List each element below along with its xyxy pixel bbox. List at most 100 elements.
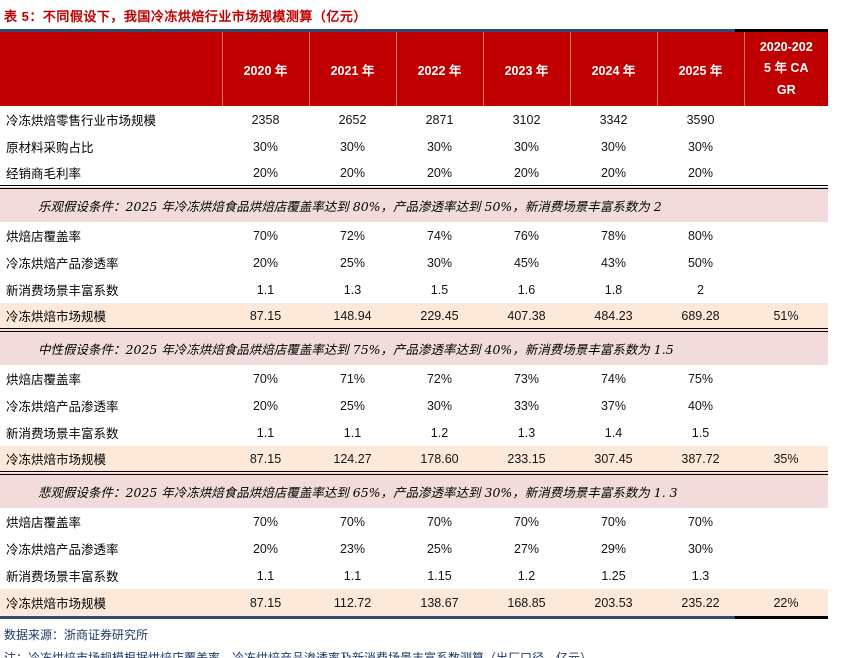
scenario-band-pessimistic: 悲观假设条件：2025 年冷冻烘焙食品烘焙店覆盖率达到 65%，产品渗透率达到 …: [0, 471, 828, 508]
cell-value: 407.38: [483, 303, 570, 330]
table-header: 2020 年 2021 年 2022 年 2023 年 2024 年 2025 …: [0, 32, 828, 106]
total-row-optimistic: 冷冻烘焙市场规模 87.15 148.94 229.45 407.38 484.…: [0, 303, 828, 330]
cell-value: 168.85: [483, 589, 570, 616]
cagr-cell: 51%: [744, 303, 828, 330]
cagr-cell: [744, 133, 828, 160]
table-row: 原材料采购占比 30% 30% 30% 30% 30% 30%: [0, 133, 828, 160]
cell-value: 20%: [252, 398, 279, 413]
header-row: 2020 年 2021 年 2022 年 2023 年 2024 年 2025 …: [0, 32, 828, 106]
cell-value: 203.53: [570, 589, 657, 616]
cell-value: 74%: [426, 228, 453, 243]
market-size-table: 2020 年 2021 年 2022 年 2023 年 2024 年 2025 …: [0, 29, 828, 619]
cell-value: 307.45: [570, 446, 657, 473]
cell-value: 20%: [252, 165, 279, 180]
cell-value: 40%: [687, 398, 714, 413]
cell-value: 233.15: [483, 446, 570, 473]
cell-value: 30%: [426, 255, 453, 270]
cell-value: 229.45: [396, 303, 483, 330]
cagr-cell: 22%: [744, 589, 828, 616]
row-label: 烘焙店覆盖率: [6, 229, 82, 244]
cell-value: 1.1: [256, 425, 275, 440]
row-label: 新消费场景丰富系数: [6, 426, 119, 441]
cell-value: 484.23: [570, 303, 657, 330]
cell-value: 1.3: [691, 568, 710, 583]
table-row: 新消费场景丰富系数 1.1 1.1 1.15 1.2 1.25 1.3: [0, 562, 828, 589]
cell-value: 1.1: [256, 568, 275, 583]
cell-value: 25%: [339, 255, 366, 270]
total-row-neutral: 冷冻烘焙市场规模 87.15 124.27 178.60 233.15 307.…: [0, 446, 828, 473]
cell-value: 387.72: [657, 446, 744, 473]
cell-value: 50%: [687, 255, 714, 270]
cagr-cell: [744, 276, 828, 303]
cell-value: 30%: [339, 139, 366, 154]
table-title: 表 5：不同假设下，我国冷冻烘焙行业市场规模测算（亿元）: [4, 9, 367, 24]
cell-value: 70%: [252, 228, 279, 243]
table-bottom-border: [0, 616, 828, 619]
cell-value: 1.15: [427, 568, 452, 583]
cell-value: 37%: [600, 398, 627, 413]
header-year-2021: 2021 年: [308, 32, 396, 106]
cell-value: 1.3: [517, 425, 536, 440]
cagr-cell: [744, 106, 828, 133]
cell-value: 25%: [339, 398, 366, 413]
cell-value: 75%: [687, 371, 714, 386]
cagr-cell: [744, 222, 828, 249]
cell-value: 45%: [513, 255, 540, 270]
table-row: 新消费场景丰富系数 1.1 1.3 1.5 1.6 1.8 2: [0, 276, 828, 303]
table-row: 烘焙店覆盖率 70% 70% 70% 70% 70% 70%: [0, 508, 828, 535]
clipped-footnote: 注：冷冻烘焙市场规模根据烘焙店覆盖率、冷冻烘焙产品渗透率及新消费场景丰富系数测算…: [4, 651, 593, 658]
cell-value: 43%: [600, 255, 627, 270]
cagr-cell: [744, 392, 828, 419]
header-year-2023: 2023 年: [482, 32, 570, 106]
cell-value: 138.67: [396, 589, 483, 616]
cell-value: 87.15: [222, 446, 309, 473]
cell-value: 74%: [600, 371, 627, 386]
total-row-pessimistic: 冷冻烘焙市场规模 87.15 112.72 138.67 168.85 203.…: [0, 589, 828, 616]
cell-value: 20%: [513, 165, 540, 180]
cell-value: 235.22: [657, 589, 744, 616]
scenario-condition: 中性假设条件：2025 年冷冻烘焙食品烘焙店覆盖率达到 75%，产品渗透率达到 …: [0, 328, 828, 365]
cagr-cell: 35%: [744, 446, 828, 473]
table-row: 经销商毛利率 20% 20% 20% 20% 20% 20%: [0, 160, 828, 187]
cell-value: 80%: [687, 228, 714, 243]
cagr-cell: [744, 419, 828, 446]
header-year-2024: 2024 年: [569, 32, 657, 106]
cell-value: 70%: [252, 371, 279, 386]
row-label: 冷冻烘焙市场规模: [0, 589, 222, 616]
table-row: 冷冻烘焙产品渗透率 20% 23% 25% 27% 29% 30%: [0, 535, 828, 562]
cell-value: 30%: [252, 139, 279, 154]
row-label: 新消费场景丰富系数: [6, 569, 119, 584]
cell-value: 87.15: [222, 589, 309, 616]
cell-value: 2358: [251, 112, 280, 127]
table-row: 新消费场景丰富系数 1.1 1.1 1.2 1.3 1.4 1.5: [0, 419, 828, 446]
cell-value: 29%: [600, 541, 627, 556]
cell-value: 1.5: [691, 425, 710, 440]
row-label: 烘焙店覆盖率: [6, 372, 82, 387]
header-year-2022: 2022 年: [395, 32, 483, 106]
cagr-cell: [744, 535, 828, 562]
cell-value: 30%: [426, 139, 453, 154]
scenario-condition: 悲观假设条件：2025 年冷冻烘焙食品烘焙店覆盖率达到 65%，产品渗透率达到 …: [0, 471, 828, 508]
cell-value: 30%: [600, 139, 627, 154]
row-label: 新消费场景丰富系数: [6, 283, 119, 298]
cell-value: 3102: [512, 112, 541, 127]
table-row: 冷冻烘焙产品渗透率 20% 25% 30% 33% 37% 40%: [0, 392, 828, 419]
cell-value: 27%: [513, 541, 540, 556]
row-label: 烘焙店覆盖率: [6, 515, 82, 530]
cell-value: 20%: [426, 165, 453, 180]
cell-value: 70%: [426, 514, 453, 529]
cell-value: 71%: [339, 371, 366, 386]
cell-value: 30%: [513, 139, 540, 154]
cell-value: 2652: [338, 112, 367, 127]
cell-value: 70%: [339, 514, 366, 529]
table-body: 冷冻烘焙零售行业市场规模 2358 2652 2871 3102 3342 35…: [0, 106, 828, 616]
cell-value: 20%: [600, 165, 627, 180]
cell-value: 1.6: [517, 282, 536, 297]
cell-value: 25%: [426, 541, 453, 556]
table-top-border: [0, 29, 828, 32]
cell-value: 72%: [339, 228, 366, 243]
cell-value: 33%: [513, 398, 540, 413]
scenario-band-neutral: 中性假设条件：2025 年冷冻烘焙食品烘焙店覆盖率达到 75%，产品渗透率达到 …: [0, 328, 828, 365]
row-label: 冷冻烘焙产品渗透率: [6, 256, 119, 271]
cell-value: 78%: [600, 228, 627, 243]
